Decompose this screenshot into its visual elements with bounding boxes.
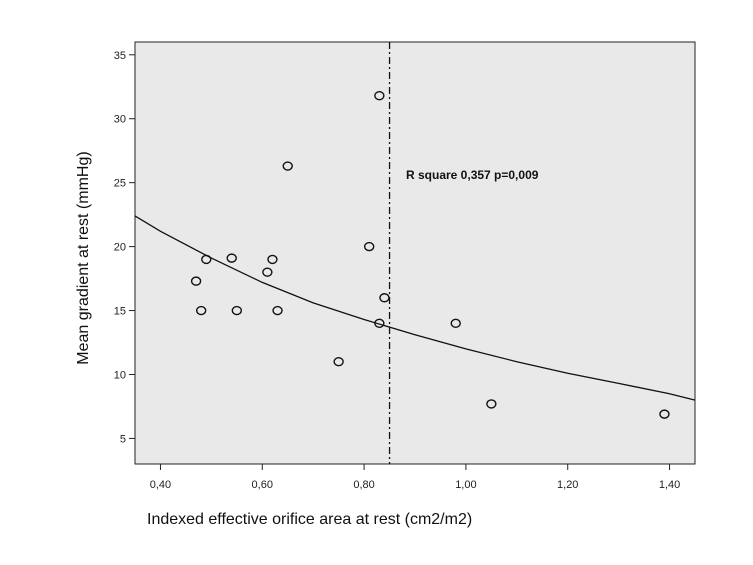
y-tick-label: 5: [120, 433, 126, 445]
data-point: [379, 293, 390, 303]
data-point: [486, 399, 497, 409]
x-tick-label: 0,40: [150, 479, 171, 491]
data-point: [363, 241, 375, 252]
data-point: [226, 253, 237, 263]
data-point: [231, 305, 243, 316]
x-tick-label: 0,60: [252, 479, 273, 491]
y-tick-label: 25: [114, 178, 126, 190]
data-point: [333, 356, 344, 367]
data-point: [262, 267, 273, 277]
data-point: [201, 254, 212, 265]
data-point: [272, 305, 283, 316]
y-axis: 5 10 15 20 25 30 35: [114, 50, 135, 445]
x-axis: 0,40 0,60 0,80 1,00 1,20 1,40: [150, 464, 680, 491]
y-tick-label: 20: [114, 242, 126, 254]
y-tick-label: 10: [114, 369, 126, 381]
data-point: [450, 318, 461, 329]
fit-curve-layer: [134, 215, 696, 401]
data-point: [374, 91, 385, 101]
y-tick-label: 35: [114, 50, 126, 62]
data-points: [190, 91, 670, 419]
data-point: [267, 254, 278, 265]
y-tick-label: 30: [114, 114, 126, 126]
y-tick-label: 15: [114, 306, 126, 318]
data-point: [190, 276, 202, 286]
x-tick-label: 1,00: [455, 479, 476, 491]
x-tick-label: 1,40: [659, 479, 680, 491]
x-tick-label: 0,80: [353, 479, 374, 491]
x-axis-title: Indexed effective orifice area at rest (…: [147, 511, 472, 528]
data-point: [195, 305, 207, 316]
x-tick-label: 1,20: [557, 479, 578, 491]
data-point: [659, 409, 670, 419]
y-axis-title: Mean gradient at rest (mmHg): [75, 151, 92, 364]
fit-curve: [134, 215, 696, 401]
data-point: [282, 161, 293, 171]
data-point: [374, 318, 385, 329]
plot-area: [134, 41, 696, 465]
r-square-annotation: R square 0,357 p=0,009: [406, 168, 539, 182]
